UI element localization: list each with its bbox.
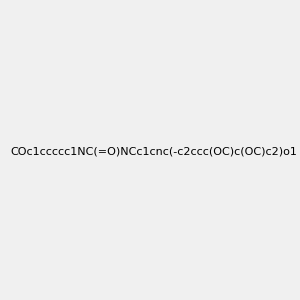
- Text: COc1ccccc1NC(=O)NCc1cnc(-c2ccc(OC)c(OC)c2)o1: COc1ccccc1NC(=O)NCc1cnc(-c2ccc(OC)c(OC)c…: [10, 146, 297, 157]
